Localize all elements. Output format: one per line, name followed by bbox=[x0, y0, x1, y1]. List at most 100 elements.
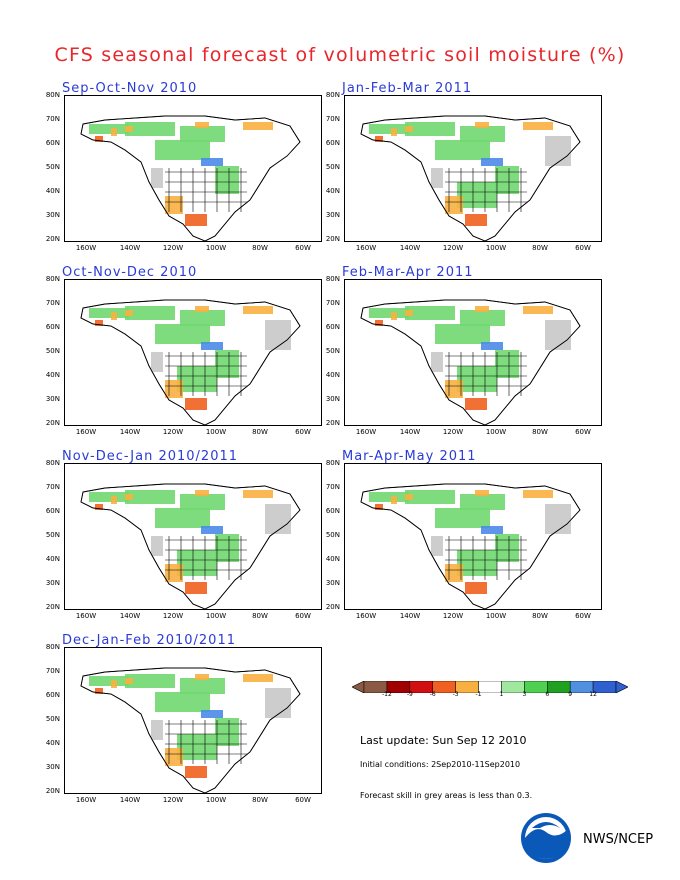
lat-tick-label: 80N bbox=[45, 643, 60, 651]
last-update-text: Last update: Sun Sep 12 2010 bbox=[360, 734, 527, 747]
lon-tick-label: 120W bbox=[162, 428, 184, 436]
anomaly-patch bbox=[151, 720, 163, 740]
anomaly-patch bbox=[89, 308, 129, 318]
lat-tick-label: 70N bbox=[325, 115, 340, 123]
anomaly-patch bbox=[95, 136, 103, 142]
anomaly-patch bbox=[89, 124, 129, 134]
anomaly-patch bbox=[125, 678, 133, 684]
anomaly-patch bbox=[125, 126, 133, 132]
lon-tick-label: 100W bbox=[485, 244, 507, 252]
lon-tick-label: 140W bbox=[399, 612, 421, 620]
anomaly-patch bbox=[435, 324, 490, 344]
lon-tick-label: 160W bbox=[75, 612, 97, 620]
anomaly-patch bbox=[215, 350, 239, 378]
lon-tick-label: 100W bbox=[485, 612, 507, 620]
anomaly-field bbox=[89, 674, 291, 778]
colorbar-label: 3 bbox=[522, 691, 527, 698]
anomaly-patch bbox=[475, 306, 489, 312]
anomaly-patch bbox=[391, 496, 397, 504]
anomaly-patch bbox=[155, 140, 210, 160]
lat-tick-label: 70N bbox=[45, 483, 60, 491]
lat-tick-label: 50N bbox=[325, 163, 340, 171]
lon-tick-label: 140W bbox=[119, 796, 141, 804]
lat-tick-label: 50N bbox=[45, 531, 60, 539]
anomaly-patch bbox=[445, 564, 463, 582]
panel-title: Oct-Nov-Dec 2010 bbox=[62, 265, 198, 280]
lon-tick-label: 160W bbox=[355, 244, 377, 252]
anomaly-field bbox=[369, 122, 571, 226]
anomaly-patch bbox=[445, 196, 463, 214]
soil-moisture-map bbox=[344, 95, 602, 242]
lon-tick-label: 100W bbox=[205, 796, 227, 804]
colorbar-right-arrow bbox=[615, 680, 629, 694]
lat-tick-label: 50N bbox=[45, 347, 60, 355]
soil-moisture-map bbox=[344, 463, 602, 610]
panel-title: Dec-Jan-Feb 2010/2011 bbox=[62, 633, 236, 648]
lon-tick-label: 60W bbox=[575, 244, 591, 252]
lat-tick-label: 40N bbox=[45, 371, 60, 379]
state-boundaries bbox=[445, 352, 527, 396]
lon-tick-label: 140W bbox=[399, 244, 421, 252]
panel-title: Jan-Feb-Mar 2011 bbox=[342, 81, 473, 96]
lon-tick-label: 160W bbox=[355, 612, 377, 620]
anomaly-patch bbox=[265, 688, 291, 718]
lat-tick-label: 40N bbox=[325, 555, 340, 563]
anomaly-patch bbox=[185, 214, 207, 226]
anomaly-patch bbox=[431, 168, 443, 188]
anomaly-patch bbox=[243, 674, 273, 682]
state-boundaries bbox=[445, 168, 527, 212]
lon-tick-label: 80W bbox=[532, 244, 548, 252]
lat-tick-label: 40N bbox=[325, 371, 340, 379]
anomaly-patch bbox=[431, 536, 443, 556]
anomaly-patch bbox=[475, 122, 489, 128]
soil-moisture-map bbox=[64, 463, 322, 610]
lat-tick-label: 70N bbox=[325, 299, 340, 307]
anomaly-patch bbox=[155, 508, 210, 528]
anomaly-patch bbox=[165, 748, 183, 766]
anomaly-patch bbox=[111, 496, 117, 504]
forecast-panel: Dec-Jan-Feb 2010/2011 80N 70N 60N 50N 40N 30N 2… bbox=[46, 633, 325, 804]
lat-tick-label: 40N bbox=[45, 555, 60, 563]
anomaly-patch bbox=[405, 122, 455, 136]
lat-tick-label: 80N bbox=[45, 459, 60, 467]
lat-tick-label: 70N bbox=[45, 115, 60, 123]
panel-title: Feb-Mar-Apr 2011 bbox=[342, 265, 474, 280]
forecast-panel: Nov-Dec-Jan 2010/2011 80N 70N 60N 50N 40N 30N 2… bbox=[46, 449, 325, 620]
state-boundaries bbox=[165, 536, 247, 580]
anomaly-patch bbox=[95, 504, 103, 510]
lat-tick-label: 50N bbox=[45, 163, 60, 171]
anomaly-patch bbox=[457, 366, 497, 392]
anomaly-patch bbox=[125, 306, 175, 320]
anomaly-patch bbox=[95, 320, 103, 326]
lon-tick-label: 80W bbox=[252, 428, 268, 436]
colorbar-label: -1 bbox=[475, 691, 482, 698]
lat-tick-label: 80N bbox=[325, 91, 340, 99]
lat-tick-label: 20N bbox=[325, 235, 340, 243]
anomaly-patch bbox=[481, 526, 503, 534]
lon-tick-label: 120W bbox=[442, 244, 464, 252]
anomaly-patch bbox=[435, 508, 490, 528]
lat-tick-label: 20N bbox=[45, 787, 60, 795]
anomaly-patch bbox=[375, 136, 383, 142]
anomaly-patch bbox=[180, 678, 225, 694]
anomaly-patch bbox=[405, 494, 413, 500]
anomaly-patch bbox=[125, 494, 133, 500]
soil-moisture-map bbox=[64, 647, 322, 794]
lon-tick-label: 120W bbox=[442, 428, 464, 436]
lon-tick-label: 60W bbox=[295, 244, 311, 252]
anomaly-patch bbox=[265, 136, 291, 166]
lon-tick-label: 100W bbox=[205, 428, 227, 436]
colorbar-label: 9 bbox=[568, 691, 573, 698]
lon-tick-label: 60W bbox=[295, 796, 311, 804]
lat-tick-label: 80N bbox=[45, 275, 60, 283]
anomaly-patch bbox=[495, 166, 519, 194]
anomaly-patch bbox=[405, 490, 455, 504]
anomaly-patch bbox=[111, 128, 117, 136]
anomaly-patch bbox=[195, 674, 209, 680]
anomaly-patch bbox=[495, 534, 519, 562]
lat-tick-label: 60N bbox=[45, 507, 60, 515]
anomaly-patch bbox=[465, 398, 487, 410]
anomaly-patch bbox=[523, 490, 553, 498]
lon-tick-label: 160W bbox=[75, 428, 97, 436]
lon-tick-label: 140W bbox=[119, 244, 141, 252]
